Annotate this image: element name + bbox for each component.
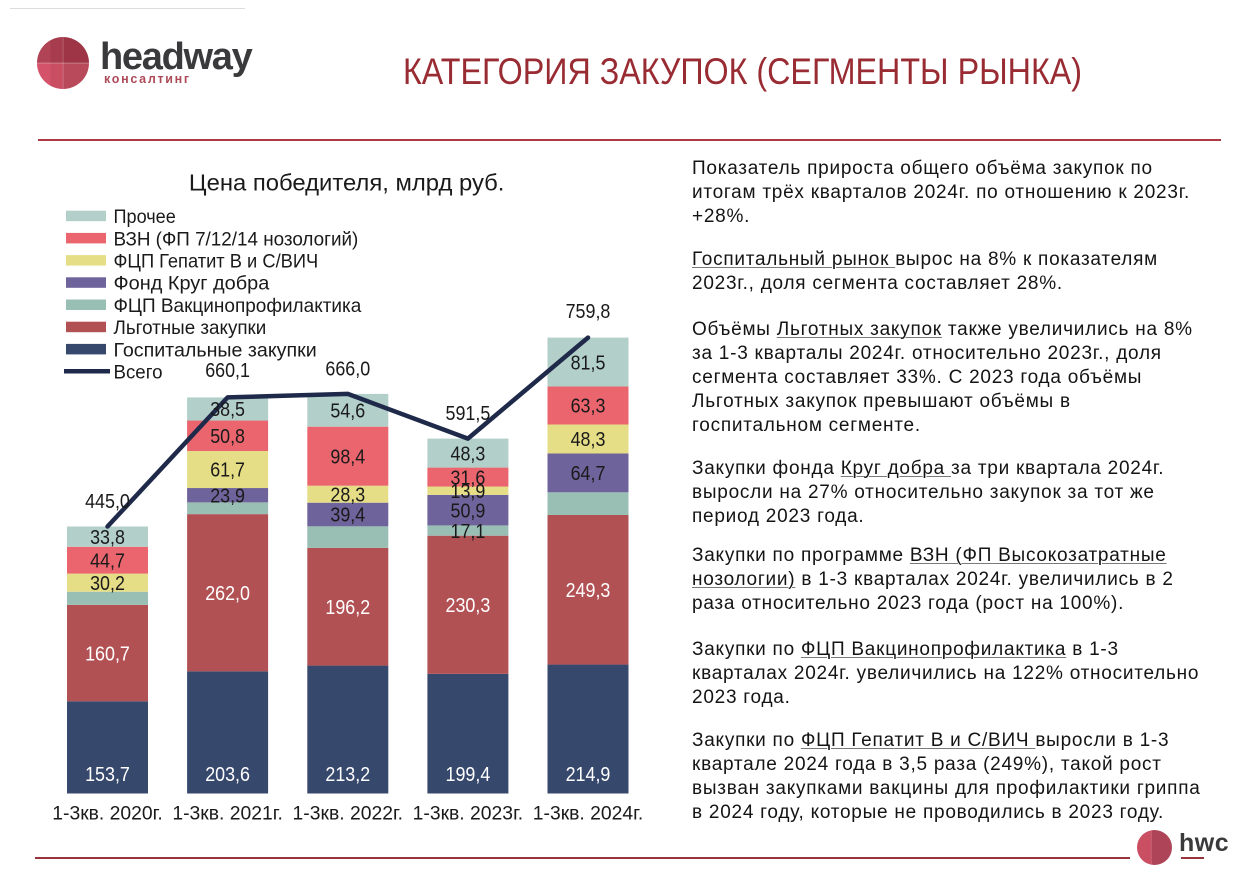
svg-text:Госпитальные закупки: Госпитальные закупки — [114, 339, 317, 361]
svg-text:48,3: 48,3 — [571, 428, 606, 451]
svg-text:Цена победителя, млрд руб.: Цена победителя, млрд руб. — [189, 170, 505, 196]
svg-text:262,0: 262,0 — [205, 582, 250, 605]
svg-text:64,7: 64,7 — [571, 462, 606, 485]
svg-text:230,3: 230,3 — [446, 594, 491, 617]
svg-text:Льготные закупки: Льготные закупки — [114, 317, 267, 339]
svg-text:160,7: 160,7 — [85, 642, 130, 665]
svg-text:214,9: 214,9 — [566, 763, 611, 786]
svg-text:54,6: 54,6 — [330, 400, 365, 423]
svg-text:50,8: 50,8 — [210, 425, 245, 448]
svg-text:196,2: 196,2 — [325, 596, 370, 619]
svg-text:30,2: 30,2 — [90, 572, 125, 595]
svg-text:Фонд Круг добра: Фонд Круг добра — [114, 273, 270, 295]
svg-text:13,9: 13,9 — [451, 480, 486, 503]
svg-text:28,3: 28,3 — [330, 483, 365, 506]
svg-text:КАТЕГОРИЯ ЗАКУПОК (СЕГМЕНТЫ РЫ: КАТЕГОРИЯ ЗАКУПОК (СЕГМЕНТЫ РЫНКА) — [403, 50, 1082, 92]
svg-text:63,3: 63,3 — [571, 395, 606, 418]
svg-text:61,7: 61,7 — [210, 459, 245, 482]
svg-text:17,1: 17,1 — [451, 520, 486, 543]
svg-text:1-3кв. 2023г.: 1-3кв. 2023г. — [413, 803, 524, 825]
svg-text:Всего: Всего — [114, 362, 163, 384]
svg-text:81,5: 81,5 — [571, 351, 606, 374]
svg-text:153,7: 153,7 — [85, 763, 130, 786]
svg-text:ФЦП Гепатит В и С/ВИЧ: ФЦП Гепатит В и С/ВИЧ — [114, 251, 319, 273]
svg-text:1-3кв. 2020г.: 1-3кв. 2020г. — [52, 803, 163, 825]
svg-text:249,3: 249,3 — [566, 579, 611, 602]
svg-text:98,4: 98,4 — [330, 445, 365, 468]
svg-text:39,4: 39,4 — [330, 504, 365, 527]
svg-text:33,8: 33,8 — [90, 526, 125, 549]
svg-text:666,0: 666,0 — [325, 358, 370, 381]
svg-text:ФЦП Вакцинопрофилактика: ФЦП Вакцинопрофилактика — [114, 295, 362, 317]
svg-text:23,9: 23,9 — [210, 484, 245, 507]
svg-text:48,3: 48,3 — [451, 442, 486, 465]
svg-text:199,4: 199,4 — [446, 763, 491, 786]
svg-text:44,7: 44,7 — [90, 549, 125, 572]
svg-text:759,8: 759,8 — [566, 300, 611, 323]
svg-text:1-3кв. 2022г.: 1-3кв. 2022г. — [293, 803, 404, 825]
svg-text:Прочее: Прочее — [114, 206, 176, 228]
svg-text:213,2: 213,2 — [325, 763, 370, 786]
svg-text:445,0: 445,0 — [85, 490, 130, 513]
svg-text:1-3кв. 2021г.: 1-3кв. 2021г. — [172, 803, 283, 825]
svg-text:ВЗН (ФП 7/12/14 нозологий): ВЗН (ФП 7/12/14 нозологий) — [114, 228, 359, 250]
svg-text:1-3кв. 2024г.: 1-3кв. 2024г. — [533, 803, 644, 825]
svg-text:591,5: 591,5 — [446, 402, 491, 425]
svg-text:203,6: 203,6 — [205, 763, 250, 786]
svg-text:31,6: 31,6 — [451, 466, 486, 489]
svg-text:50,9: 50,9 — [451, 499, 486, 522]
svg-text:660,1: 660,1 — [205, 359, 250, 382]
svg-text:38,5: 38,5 — [210, 398, 245, 421]
